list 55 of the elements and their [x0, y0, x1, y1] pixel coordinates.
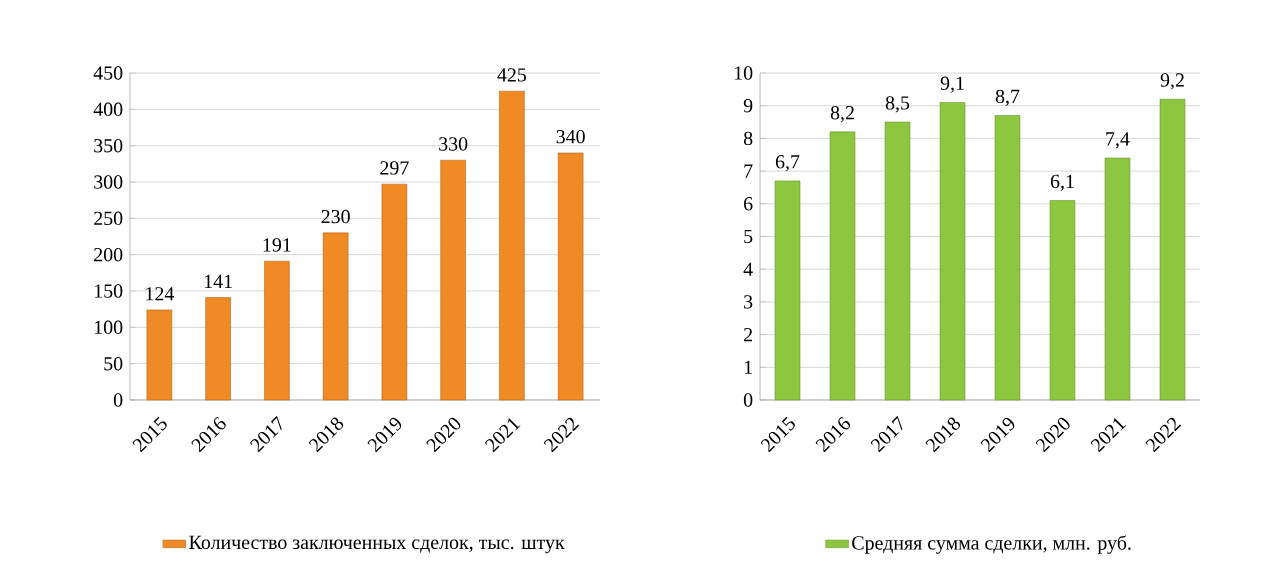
bar [884, 121, 911, 401]
y-tick-label: 400 [93, 102, 123, 117]
y-tick-label: 3 [744, 295, 753, 309]
y-tick-label: 0 [113, 393, 123, 407]
y-tick-label: 1 [744, 360, 752, 374]
y-tick-label: 100 [94, 320, 123, 335]
y-tick-label: 250 [94, 211, 123, 226]
y-tick-label: 350 [94, 138, 123, 153]
bar [440, 159, 466, 401]
bar [322, 232, 349, 401]
data-label: 425 [497, 68, 527, 82]
data-label: 8,2 [830, 105, 854, 123]
bar [939, 102, 966, 401]
data-label: 340 [556, 129, 585, 144]
bar [557, 152, 584, 401]
y-tick-label: 200 [94, 247, 123, 262]
data-label: 9,1 [940, 76, 964, 93]
y-tick-label: 7 [744, 164, 753, 178]
bar [1104, 157, 1131, 401]
y-tick-label: 450 [93, 66, 123, 80]
data-label: 8,5 [885, 96, 910, 113]
bar [774, 180, 801, 401]
data-label: 7,4 [1106, 132, 1130, 149]
bar [1159, 98, 1186, 401]
bar [1049, 200, 1076, 401]
legend-label: Средняя сумма сделки, млн. руб. [852, 535, 1131, 554]
bar [381, 183, 408, 401]
y-tick-label: 300 [94, 175, 123, 189]
y-tick-label: 50 [104, 356, 123, 371]
y-tick-label: 0 [743, 393, 753, 407]
y-tick-label: 8 [743, 131, 753, 146]
y-tick-label: 150 [94, 284, 123, 298]
y-tick-label: 6 [744, 197, 753, 211]
data-label: 191 [263, 238, 291, 252]
y-tick-label: 5 [744, 229, 753, 244]
bar [146, 309, 173, 401]
data-label: 8,7 [995, 89, 1020, 106]
y-tick-label: 2 [744, 328, 753, 342]
bar [264, 260, 290, 401]
data-label: 6,7 [775, 155, 800, 172]
legend-label: Количество заключенных сделок, тыс. штук [189, 535, 565, 554]
y-tick-label: 10 [734, 66, 753, 80]
data-label: 124 [146, 287, 175, 301]
data-label: 141 [204, 274, 232, 288]
bar [205, 297, 231, 401]
y-tick-label: 4 [743, 262, 753, 276]
data-label: 6,1 [1050, 174, 1074, 191]
data-label: 297 [380, 161, 409, 175]
data-label: 230 [321, 209, 350, 224]
bar [829, 131, 856, 401]
bar [994, 115, 1021, 401]
y-tick-label: 9 [743, 99, 753, 113]
data-label: 9,2 [1160, 73, 1184, 90]
bar [499, 90, 525, 401]
data-label: 330 [439, 137, 468, 151]
